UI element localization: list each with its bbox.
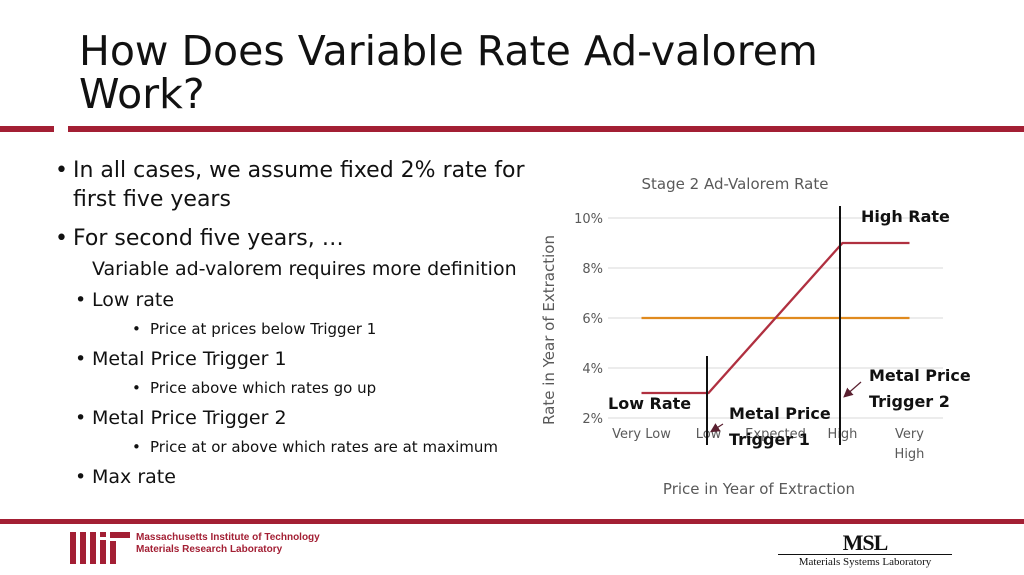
x-tick-label: Very Low <box>612 427 671 442</box>
bullet-item: • In all cases, we assume fixed 2% rate f… <box>55 158 525 212</box>
bullet-item: • Price above which rates go up <box>132 379 377 397</box>
y-axis-label: Rate in Year of Extraction <box>540 235 558 425</box>
rate-chart: Stage 2 Ad-Valorem Rate Rate in Year of … <box>540 175 971 498</box>
chart-title: Stage 2 Ad-Valorem Rate <box>642 175 829 193</box>
y-tick-label: 4% <box>582 362 603 377</box>
trigger2-annotation-line1: Metal Price <box>869 366 971 385</box>
mit-footer-text: Massachusetts Institute of Technology Ma… <box>136 532 320 556</box>
x-axis-label: Price in Year of Extraction <box>663 480 855 498</box>
mit-lab-name: Materials Research Laboratory <box>136 544 283 555</box>
x-tick-label: Expected <box>745 427 806 442</box>
trigger2-arrow <box>843 381 862 398</box>
msl-divider <box>778 554 952 555</box>
bullet-item: • Metal Price Trigger 2 <box>75 407 287 429</box>
header-rule-left <box>0 126 54 132</box>
footer-rule <box>0 519 1024 524</box>
msl-lab-name: Materials Systems Laboratory <box>798 556 932 568</box>
x-tick-label: Very <box>895 427 924 442</box>
bullet-item: • Max rate <box>75 466 176 488</box>
bullet-item: • For second five years, … <box>55 226 344 251</box>
high-rate-annotation: High Rate <box>861 207 950 226</box>
header-rule-right <box>68 126 1024 132</box>
trigger2-annotation-line2: Trigger 2 <box>869 392 950 411</box>
bullet-list: • In all cases, we assume fixed 2% rate f… <box>55 156 525 496</box>
trigger1-annotation-line2: Trigger 1 <box>729 430 810 449</box>
bullet-item: • Price at or above which rates are at ma… <box>132 438 499 456</box>
bullet-paragraph: Variable ad-valorem requires more defini… <box>92 258 517 280</box>
mit-logo-icon <box>70 532 130 564</box>
y-tick-label: 6% <box>582 312 603 327</box>
bullet-item: • Low rate <box>75 289 175 311</box>
y-tick-label: 8% <box>582 262 603 277</box>
trigger1-annotation-line1: Metal Price <box>729 404 831 423</box>
y-tick-label: 2% <box>582 412 603 427</box>
variable-rate-series-line <box>641 241 910 395</box>
mit-institute-name: Massachusetts Institute of Technology <box>136 532 320 543</box>
x-tick-label: Low <box>696 427 722 442</box>
x-tick-label: High <box>895 447 925 462</box>
msl-logo-mark: MSL <box>842 530 889 555</box>
y-tick-label: 10% <box>574 212 603 227</box>
trigger1-arrow <box>709 423 724 433</box>
low-rate-annotation: Low Rate <box>608 394 691 413</box>
bullet-item: • Price at prices below Trigger 1 <box>132 320 377 338</box>
slide-title: How Does Variable Rate Ad-valorem Work? <box>79 27 818 118</box>
bullet-item: • Metal Price Trigger 1 <box>75 348 287 370</box>
x-tick-label: High <box>828 427 858 442</box>
msl-logo: MSL Materials Systems Laboratory <box>778 530 952 569</box>
